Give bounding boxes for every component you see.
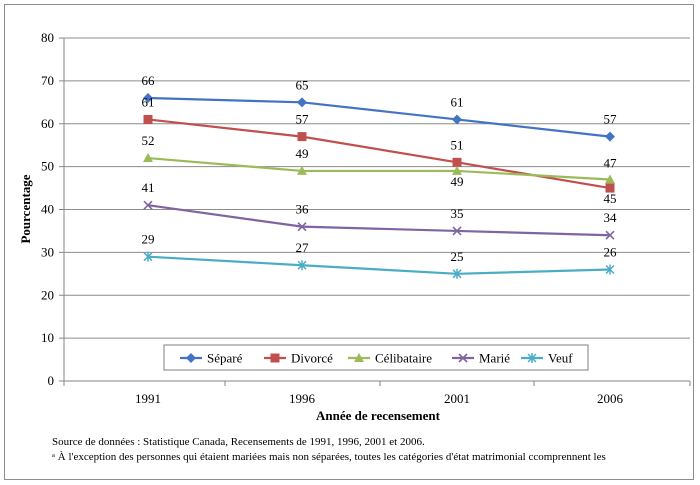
y-tick-label-40: 40 — [41, 202, 54, 217]
point-c-libataire-1996 — [297, 165, 307, 175]
data-label-mari--2006: 34 — [604, 210, 618, 225]
series-line-mari- — [147, 204, 611, 237]
legend-marker-divorc- — [270, 353, 280, 363]
x-axis-ticks: 1991 1996 2001 2006 — [63, 381, 691, 406]
point-s-par--1991 — [143, 93, 153, 104]
data-label-veuf-1996: 27 — [296, 240, 310, 255]
footnote: ᵃ À l'exception des personnes qui étaien… — [52, 451, 606, 463]
y-axis-title: Pourcentage — [18, 174, 33, 243]
x-tick-label-2001: 2001 — [444, 391, 470, 406]
legend-label-divorc-: Divorcé — [291, 351, 333, 366]
data-label-c-libataire-2006: 47 — [604, 155, 618, 170]
data-label-c-libataire-1991: 52 — [142, 133, 155, 148]
data-label-divorc--1996: 57 — [296, 112, 310, 127]
point-mari--2006 — [605, 230, 615, 240]
chart-frame — [4, 4, 694, 480]
source-note: Source de données : Statistique Canada, … — [52, 436, 425, 448]
y-tick-label-10: 10 — [41, 330, 54, 345]
legend-marker-s-par- — [186, 353, 196, 363]
series-line-c-libataire — [147, 156, 611, 181]
point-divorc--1996 — [297, 132, 307, 142]
series-line-veuf — [147, 255, 611, 275]
point-mari--2001 — [452, 226, 462, 236]
y-tick-label-30: 30 — [41, 244, 54, 259]
legend: Séparé Divorcé Célibataire Marié Veuf — [163, 344, 589, 371]
y-tick-label-0: 0 — [48, 373, 55, 388]
point-veuf-1996 — [297, 260, 307, 271]
point-veuf-2001 — [452, 268, 462, 279]
y-tick-label-20: 20 — [41, 287, 54, 302]
data-labels: 66 65 61 57 61 57 51 45 52 49 49 47 41 36 35 34 29 27 25 26 — [142, 73, 618, 264]
data-label-c-libataire-2001: 49 — [451, 174, 464, 189]
point-c-libataire-2001 — [452, 165, 462, 175]
y-tick-label-50: 50 — [41, 159, 54, 174]
x-tick-label-1996: 1996 — [289, 391, 316, 406]
point-c-libataire-1991 — [143, 153, 153, 163]
gridlines — [59, 37, 690, 382]
legend-marker-mari- — [458, 353, 468, 363]
data-label-divorc--2001: 51 — [451, 137, 464, 152]
data-label-s-par--1996: 65 — [296, 77, 309, 92]
x-tick-label-2006: 2006 — [597, 391, 624, 406]
data-label-mari--2001: 35 — [451, 206, 464, 221]
data-label-veuf-1991: 29 — [142, 232, 155, 247]
point-s-par--1996 — [297, 97, 307, 108]
x-axis-title: Année de recensement — [316, 408, 441, 423]
legend-label-c-libataire: Célibataire — [375, 351, 432, 366]
point-veuf-2006 — [605, 264, 615, 275]
series-line-s-par- — [147, 96, 611, 138]
data-label-s-par--2006: 57 — [604, 112, 618, 127]
legend-label-veuf: Veuf — [548, 351, 573, 366]
data-label-s-par--1991: 66 — [142, 73, 156, 88]
data-label-s-par--2001: 61 — [451, 94, 464, 109]
series-group — [143, 93, 615, 279]
point-veuf-1991 — [143, 251, 153, 262]
point-c-libataire-2006 — [605, 174, 615, 184]
data-label-veuf-2006: 26 — [604, 245, 618, 260]
data-label-divorc--1991: 61 — [142, 94, 155, 109]
data-label-mari--1996: 36 — [296, 202, 310, 217]
y-axis-ticks: 0 10 20 30 40 50 60 70 80 — [41, 30, 54, 388]
legend-marker-veuf — [527, 353, 537, 363]
point-s-par--2001 — [452, 114, 462, 125]
point-mari--1996 — [297, 222, 307, 232]
x-tick-label-1991: 1991 — [135, 391, 161, 406]
notes: Source de données : Statistique Canada, … — [52, 435, 606, 465]
data-label-mari--1991: 41 — [142, 180, 155, 195]
y-tick-label-60: 60 — [41, 116, 54, 131]
point-mari--1991 — [143, 200, 153, 210]
y-tick-label-80: 80 — [41, 30, 54, 45]
legend-label-mari-: Marié — [479, 351, 510, 366]
legend-label-s-par-: Séparé — [207, 351, 243, 366]
legend-box — [163, 344, 589, 371]
data-label-c-libataire-1996: 49 — [296, 146, 309, 161]
data-label-veuf-2001: 25 — [451, 249, 464, 264]
point-divorc--2001 — [452, 157, 462, 167]
y-tick-label-70: 70 — [41, 73, 54, 88]
point-divorc--2006 — [605, 183, 615, 193]
point-s-par--2006 — [605, 131, 615, 142]
legend-marker-c-libataire — [354, 353, 364, 362]
point-divorc--1991 — [143, 114, 153, 124]
data-label-divorc--2006: 45 — [604, 191, 617, 206]
